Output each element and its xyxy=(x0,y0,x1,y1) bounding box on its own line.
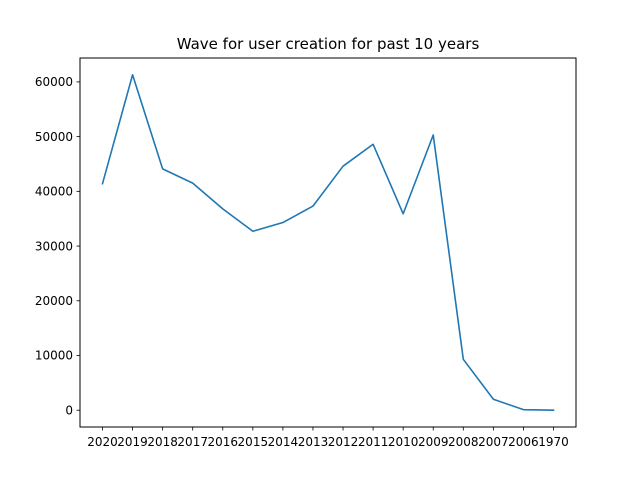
x-tick-label: 2018 xyxy=(147,435,178,449)
x-tick-label: 2011 xyxy=(358,435,389,449)
x-tick-label: 2017 xyxy=(177,435,208,449)
x-tick-label: 2012 xyxy=(328,435,359,449)
x-tick-label: 1970 xyxy=(538,435,569,449)
y-tick-label: 40000 xyxy=(35,185,73,199)
chart-title: Wave for user creation for past 10 years xyxy=(177,35,480,53)
series-line xyxy=(101,74,555,412)
x-tick-label: 2014 xyxy=(268,435,299,449)
y-tick-label: 60000 xyxy=(35,75,73,89)
x-tick-label: 2016 xyxy=(207,435,238,449)
y-tick-label: 20000 xyxy=(35,294,73,308)
y-tick-label: 50000 xyxy=(35,130,73,144)
x-tick-label: 2007 xyxy=(478,435,509,449)
x-tick-label: 2019 xyxy=(117,435,148,449)
x-tick-label: 2009 xyxy=(418,435,449,449)
axes-frame xyxy=(79,57,577,428)
y-tick-label: 0 xyxy=(65,403,73,417)
y-tick-label: 30000 xyxy=(35,239,73,253)
x-tick-label: 2013 xyxy=(298,435,329,449)
x-tick-label: 2015 xyxy=(238,435,269,449)
y-tick-label: 10000 xyxy=(35,349,73,363)
x-tick-label: 2008 xyxy=(448,435,479,449)
x-tick-label: 2020 xyxy=(87,435,118,449)
x-tick-label: 2006 xyxy=(508,435,539,449)
x-tick-label: 2010 xyxy=(388,435,419,449)
